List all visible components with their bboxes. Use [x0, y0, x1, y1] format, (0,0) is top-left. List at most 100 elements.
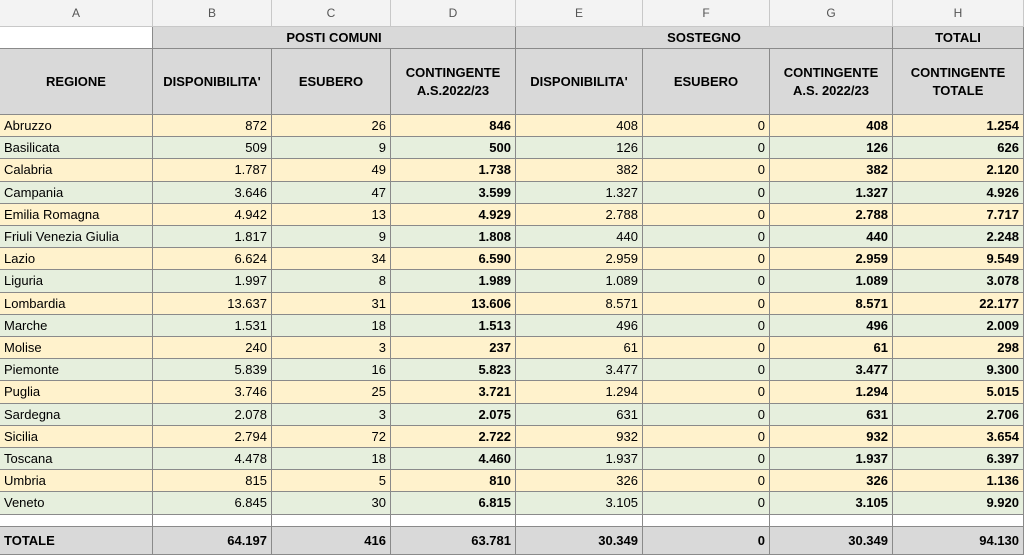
region-cell[interactable]: Liguria	[0, 270, 153, 293]
value-cell-e[interactable]: 326	[516, 470, 643, 493]
value-cell-h[interactable]: 3.654	[893, 425, 1024, 448]
value-cell-f[interactable]: 0	[643, 292, 770, 315]
value-cell-g[interactable]: 3.105	[770, 492, 893, 515]
value-cell-h[interactable]: 7.717	[893, 203, 1024, 226]
value-cell-h[interactable]: 6.397	[893, 448, 1024, 471]
region-cell[interactable]: Friuli Venezia Giulia	[0, 226, 153, 249]
blank-cell[interactable]	[391, 514, 516, 527]
value-cell-h[interactable]: 9.549	[893, 248, 1024, 271]
value-cell-b[interactable]: 5.839	[153, 359, 272, 382]
value-cell-g[interactable]: 1.327	[770, 181, 893, 204]
region-cell[interactable]: Abruzzo	[0, 115, 153, 138]
column-header-g[interactable]: G	[770, 0, 893, 27]
value-cell-f[interactable]: 0	[643, 403, 770, 426]
value-cell-g[interactable]: 382	[770, 159, 893, 182]
header-contingente-totale[interactable]: CONTINGENTE TOTALE	[893, 49, 1024, 115]
value-cell-d[interactable]: 2.722	[391, 425, 516, 448]
value-cell-d[interactable]: 6.590	[391, 248, 516, 271]
header-so-esubero[interactable]: ESUBERO	[643, 49, 770, 115]
value-cell-b[interactable]: 1.997	[153, 270, 272, 293]
region-cell[interactable]: Piemonte	[0, 359, 153, 382]
blank-cell[interactable]	[516, 514, 643, 527]
value-cell-f[interactable]: 0	[643, 181, 770, 204]
value-cell-g[interactable]: 631	[770, 403, 893, 426]
value-cell-f[interactable]: 0	[643, 359, 770, 382]
value-cell-h[interactable]: 1.136	[893, 470, 1024, 493]
value-cell-b[interactable]: 6.624	[153, 248, 272, 271]
value-cell-f[interactable]: 0	[643, 226, 770, 249]
total-cell-b[interactable]: 64.197	[153, 526, 272, 555]
column-header-h[interactable]: H	[893, 0, 1024, 27]
region-cell[interactable]: Umbria	[0, 470, 153, 493]
value-cell-h[interactable]: 2.706	[893, 403, 1024, 426]
value-cell-d[interactable]: 237	[391, 337, 516, 360]
value-cell-d[interactable]: 3.599	[391, 181, 516, 204]
value-cell-c[interactable]: 18	[272, 314, 391, 337]
value-cell-g[interactable]: 2.959	[770, 248, 893, 271]
value-cell-f[interactable]: 0	[643, 492, 770, 515]
value-cell-c[interactable]: 16	[272, 359, 391, 382]
value-cell-g[interactable]: 1.294	[770, 381, 893, 404]
value-cell-b[interactable]: 4.478	[153, 448, 272, 471]
value-cell-g[interactable]: 932	[770, 425, 893, 448]
value-cell-h[interactable]: 2.009	[893, 314, 1024, 337]
value-cell-d[interactable]: 4.929	[391, 203, 516, 226]
value-cell-b[interactable]: 2.078	[153, 403, 272, 426]
value-cell-c[interactable]: 9	[272, 226, 391, 249]
value-cell-d[interactable]: 13.606	[391, 292, 516, 315]
value-cell-c[interactable]: 26	[272, 115, 391, 138]
total-cell-h[interactable]: 94.130	[893, 526, 1024, 555]
value-cell-f[interactable]: 0	[643, 159, 770, 182]
value-cell-b[interactable]: 4.942	[153, 203, 272, 226]
value-cell-c[interactable]: 25	[272, 381, 391, 404]
value-cell-g[interactable]: 8.571	[770, 292, 893, 315]
value-cell-b[interactable]: 1.787	[153, 159, 272, 182]
header-regione[interactable]: REGIONE	[0, 49, 153, 115]
region-cell[interactable]: Veneto	[0, 492, 153, 515]
group-header-totali[interactable]: TOTALI	[893, 27, 1024, 49]
header-so-contingente[interactable]: CONTINGENTE A.S. 2022/23	[770, 49, 893, 115]
value-cell-h[interactable]: 2.120	[893, 159, 1024, 182]
value-cell-f[interactable]: 0	[643, 270, 770, 293]
value-cell-h[interactable]: 4.926	[893, 181, 1024, 204]
value-cell-d[interactable]: 810	[391, 470, 516, 493]
value-cell-e[interactable]: 932	[516, 425, 643, 448]
value-cell-b[interactable]: 6.845	[153, 492, 272, 515]
region-cell[interactable]: Lombardia	[0, 292, 153, 315]
blank-cell[interactable]	[770, 514, 893, 527]
value-cell-e[interactable]: 1.937	[516, 448, 643, 471]
value-cell-c[interactable]: 31	[272, 292, 391, 315]
value-cell-d[interactable]: 6.815	[391, 492, 516, 515]
value-cell-f[interactable]: 0	[643, 203, 770, 226]
region-cell[interactable]: Marche	[0, 314, 153, 337]
value-cell-f[interactable]: 0	[643, 248, 770, 271]
value-cell-b[interactable]: 1.817	[153, 226, 272, 249]
total-cell-f[interactable]: 0	[643, 526, 770, 555]
value-cell-g[interactable]: 2.788	[770, 203, 893, 226]
region-cell[interactable]: Calabria	[0, 159, 153, 182]
value-cell-c[interactable]: 30	[272, 492, 391, 515]
value-cell-e[interactable]: 1.089	[516, 270, 643, 293]
header-pc-esubero[interactable]: ESUBERO	[272, 49, 391, 115]
value-cell-c[interactable]: 3	[272, 403, 391, 426]
value-cell-h[interactable]: 22.177	[893, 292, 1024, 315]
blank-cell[interactable]	[0, 514, 153, 527]
value-cell-e[interactable]: 1.327	[516, 181, 643, 204]
value-cell-c[interactable]: 34	[272, 248, 391, 271]
value-cell-e[interactable]: 1.294	[516, 381, 643, 404]
region-cell[interactable]: Toscana	[0, 448, 153, 471]
value-cell-f[interactable]: 0	[643, 448, 770, 471]
value-cell-d[interactable]: 1.808	[391, 226, 516, 249]
blank-cell[interactable]	[893, 514, 1024, 527]
value-cell-d[interactable]: 1.513	[391, 314, 516, 337]
value-cell-d[interactable]: 1.738	[391, 159, 516, 182]
value-cell-f[interactable]: 0	[643, 425, 770, 448]
value-cell-f[interactable]: 0	[643, 470, 770, 493]
value-cell-g[interactable]: 496	[770, 314, 893, 337]
value-cell-g[interactable]: 61	[770, 337, 893, 360]
value-cell-d[interactable]: 846	[391, 115, 516, 138]
value-cell-g[interactable]: 440	[770, 226, 893, 249]
value-cell-h[interactable]: 9.920	[893, 492, 1024, 515]
value-cell-h[interactable]: 3.078	[893, 270, 1024, 293]
value-cell-e[interactable]: 3.105	[516, 492, 643, 515]
